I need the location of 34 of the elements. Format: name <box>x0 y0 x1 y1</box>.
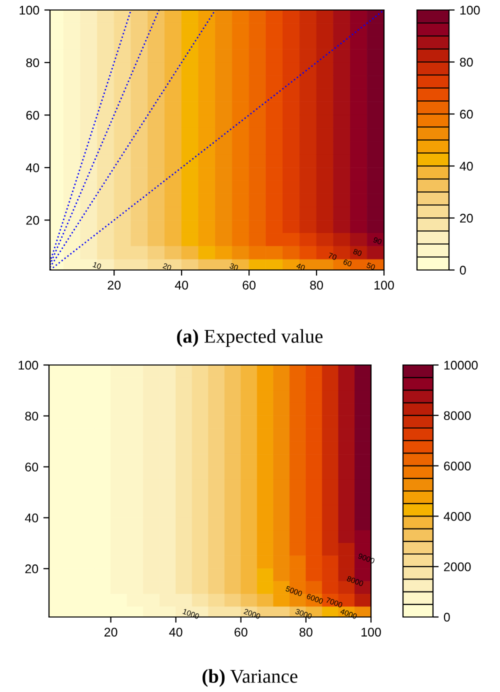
x-tick-label: 60 <box>234 628 248 637</box>
y-tick-label: 80 <box>25 412 38 421</box>
color-bar-label: 6000 <box>444 462 471 470</box>
color-bar-label: 40 <box>460 162 473 171</box>
y-tick-label: 20 <box>25 564 38 574</box>
color-bar-label: 80 <box>460 58 473 67</box>
y-tick-label: 20 <box>26 216 40 225</box>
color-bar-label: 2000 <box>444 562 471 572</box>
y-tick-label: 60 <box>25 462 38 472</box>
y-tick-label: 100 <box>18 360 38 370</box>
color-bar-label: 0 <box>460 266 466 275</box>
x-tick-label: 100 <box>362 628 381 637</box>
x-tick-label: 60 <box>242 280 256 290</box>
color-bar-label: 60 <box>460 110 473 119</box>
color-bar-label: 8000 <box>444 411 471 420</box>
y-tick-label: 40 <box>26 163 40 172</box>
x-tick-label: 100 <box>374 280 394 290</box>
x-tick-label: 80 <box>310 280 323 290</box>
color-bar-label: 100 <box>460 6 480 15</box>
y-tick-label: 100 <box>20 6 40 15</box>
y-tick-label: 80 <box>26 58 40 68</box>
x-tick-label: 40 <box>169 628 182 637</box>
x-tick-label: 40 <box>174 280 188 290</box>
color-bar-label: 10000 <box>444 360 478 370</box>
y-tick-label: 40 <box>24 514 38 522</box>
x-tick-label: 80 <box>300 628 312 637</box>
y-tick-label: 60 <box>26 110 40 120</box>
color-bar-label: 20 <box>460 214 473 223</box>
color-bar-label: 4000 <box>444 512 471 521</box>
x-tick-label: 20 <box>104 628 118 637</box>
text: (a) Expected value <box>177 329 323 347</box>
color-bar-label: 0 <box>444 612 450 622</box>
text: (b) Variance <box>202 669 298 687</box>
x-tick-label: 20 <box>108 280 121 290</box>
